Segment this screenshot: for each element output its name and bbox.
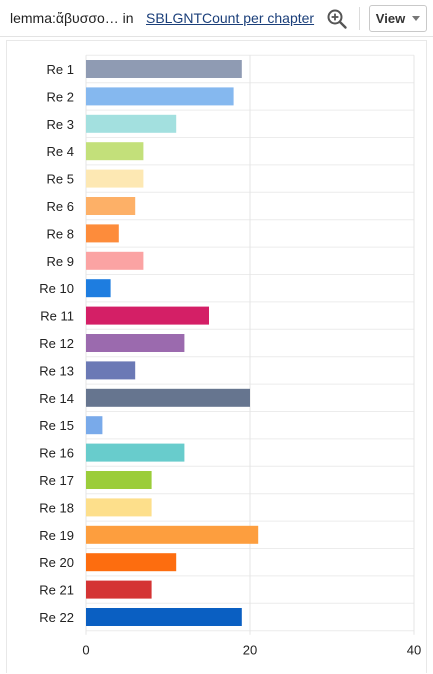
bar-chart: Re 1 Re 2 Re 3 Re 4 Re 5 Re 6 Re 8 Re 9 Re 10 Re … (39, 54, 421, 658)
category-label: Re 21 (39, 583, 74, 598)
bar (86, 498, 152, 517)
category-label: Re 18 (39, 500, 74, 515)
zoom-in-icon[interactable] (326, 8, 348, 30)
bar (86, 471, 152, 489)
category-label: Re 12 (39, 336, 74, 351)
bar (86, 114, 177, 133)
query-text: lemma:ἄβυσσο… in (10, 10, 134, 26)
view-label: View (375, 11, 406, 26)
category-label: Re 14 (39, 391, 74, 406)
bar (86, 87, 234, 106)
bar (86, 334, 185, 352)
bar (86, 416, 103, 435)
category-label: Re 8 (47, 226, 74, 241)
category-label: Re 19 (39, 528, 74, 543)
bar (86, 388, 250, 407)
bar (86, 525, 259, 544)
category-label: Re 3 (47, 117, 74, 132)
x-tick-label: 40 (407, 643, 421, 658)
category-label: Re 13 (39, 363, 74, 378)
bar (86, 608, 242, 626)
bar (86, 553, 177, 572)
bar (86, 279, 111, 298)
bar (86, 197, 136, 215)
bar (86, 60, 242, 78)
category-label: Re 11 (40, 309, 74, 324)
caret-down-icon (412, 16, 421, 21)
category-label: Re 16 (39, 446, 74, 461)
count-mode-link[interactable]: Count per chapter (202, 10, 315, 26)
category-label: Re 20 (39, 555, 74, 570)
category-label: Re 22 (39, 610, 74, 625)
category-label: Re 17 (39, 473, 74, 488)
category-label: Re 9 (47, 254, 74, 269)
results-header: lemma:ἄβυσσο… in SBLGNT Count per chapte… (0, 0, 433, 37)
corpus-link[interactable]: SBLGNT (146, 10, 203, 26)
bar (86, 224, 119, 243)
category-label: Re 5 (47, 172, 74, 187)
category-label: Re 15 (39, 418, 74, 433)
bar (86, 169, 144, 188)
header-divider (359, 7, 360, 30)
bar (86, 443, 185, 462)
x-tick-label: 20 (243, 643, 257, 658)
bar (86, 306, 209, 325)
view-dropdown-button[interactable]: View (369, 5, 427, 32)
category-label: Re 1 (47, 62, 74, 77)
bar (86, 142, 144, 161)
chart-panel: Re 1 Re 2 Re 3 Re 4 Re 5 Re 6 Re 8 Re 9 Re 10 Re … (6, 40, 427, 673)
category-label: Re 10 (39, 281, 74, 296)
bar (86, 361, 136, 380)
category-label: Re 6 (47, 199, 74, 214)
category-label: Re 4 (47, 144, 74, 159)
x-tick-label: 0 (82, 643, 89, 658)
bar (86, 251, 144, 270)
bar (86, 580, 152, 599)
category-label: Re 2 (47, 89, 74, 104)
